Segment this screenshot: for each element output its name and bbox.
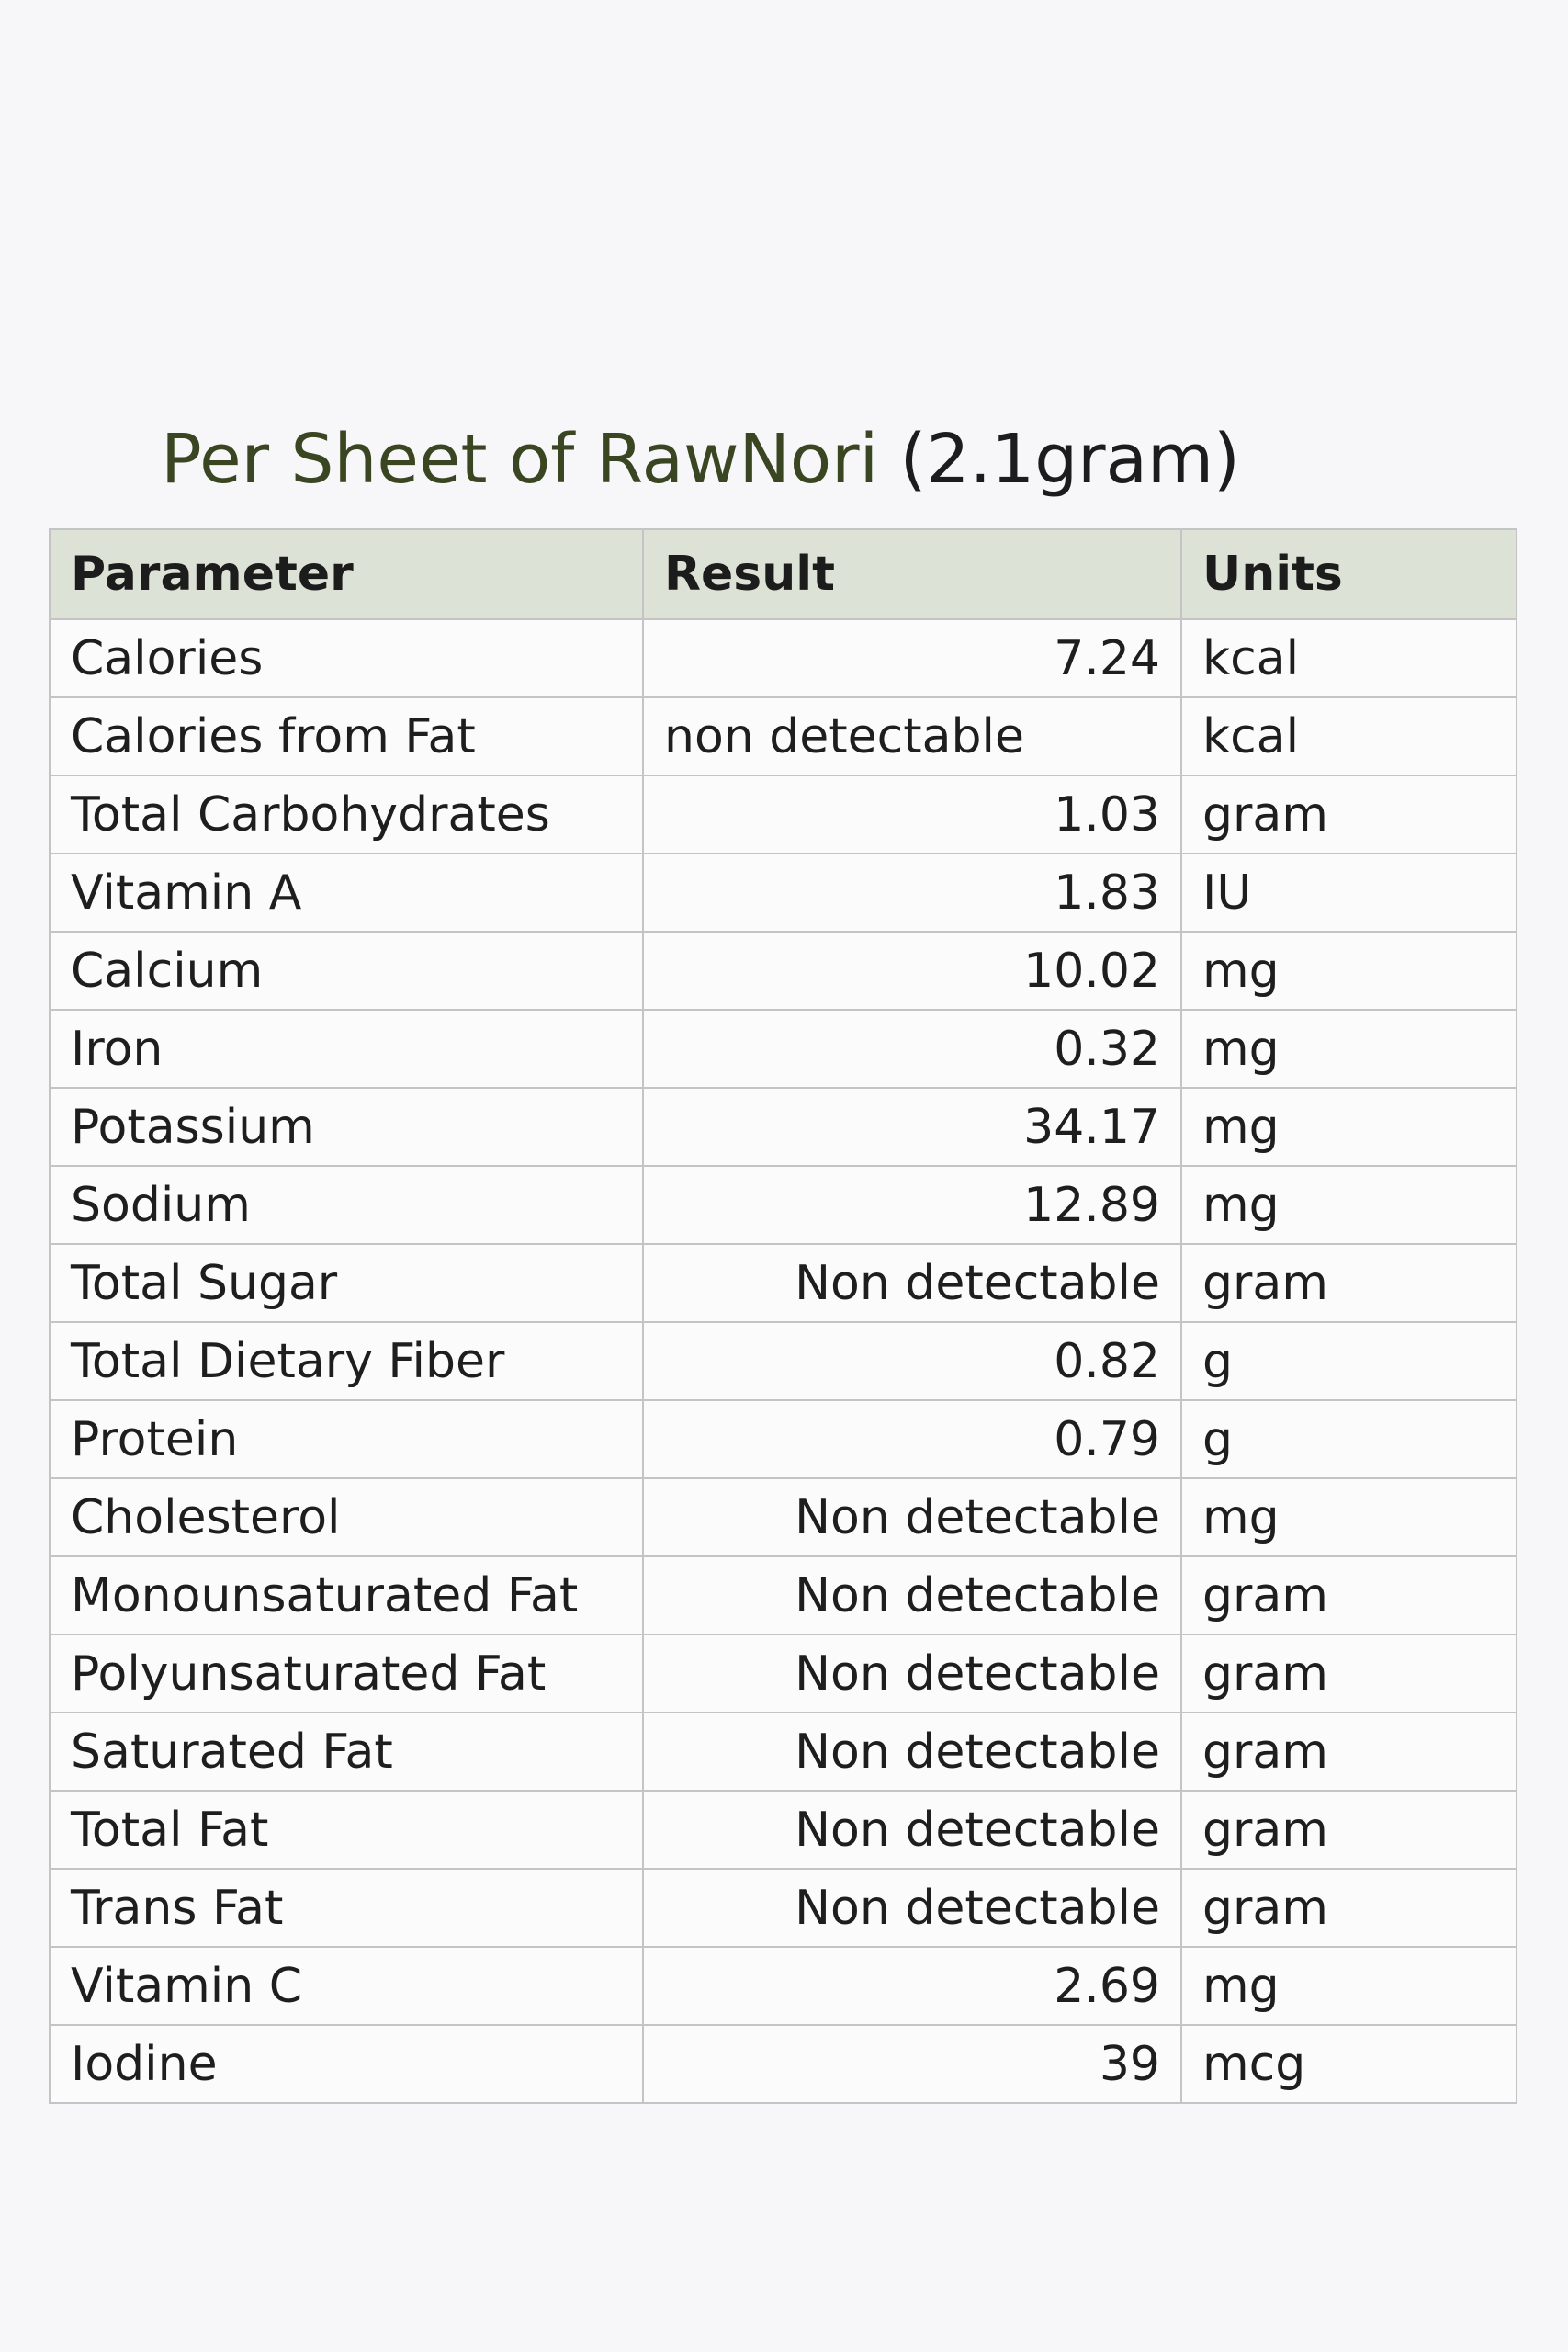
page-title: Per Sheet of RawNori (2.1gram)	[0, 404, 1401, 514]
result-cell: Non detectable	[642, 1477, 1182, 1557]
result-cell: Non detectable	[642, 1868, 1182, 1948]
units-cell: gram	[1180, 1712, 1517, 1792]
parameter-cell: Potassium	[49, 1087, 644, 1167]
table-row: Total Fat Non detectable gram	[49, 1790, 1517, 1870]
units-cell: gram	[1180, 1868, 1517, 1948]
table-row: Cholesterol Non detectable mg	[49, 1477, 1517, 1557]
parameter-cell: Vitamin C	[49, 1946, 644, 2026]
units-cell: mg	[1180, 1009, 1517, 1089]
table-row: Calcium 10.02 mg	[49, 931, 1517, 1011]
result-cell: 2.69	[642, 1946, 1182, 2026]
parameter-cell: Calcium	[49, 931, 644, 1011]
result-cell: 1.03	[642, 775, 1182, 854]
table-row: Calories from Fat non detectable kcal	[49, 696, 1517, 776]
table-row: Total Sugar Non detectable gram	[49, 1243, 1517, 1323]
table-row: Polyunsaturated Fat Non detectable gram	[49, 1634, 1517, 1713]
table-row: Monounsaturated Fat Non detectable gram	[49, 1555, 1517, 1635]
units-cell: mg	[1180, 931, 1517, 1011]
units-cell: IU	[1180, 853, 1517, 933]
units-cell: gram	[1180, 1634, 1517, 1713]
table-row: Total Carbohydrates 1.03 gram	[49, 775, 1517, 854]
parameter-cell: Iodine	[49, 2024, 644, 2104]
result-cell: 0.32	[642, 1009, 1182, 1089]
units-cell: mg	[1180, 1087, 1517, 1167]
units-cell: g	[1180, 1321, 1517, 1401]
units-cell: kcal	[1180, 618, 1517, 698]
result-cell: 7.24	[642, 618, 1182, 698]
parameter-cell: Monounsaturated Fat	[49, 1555, 644, 1635]
parameter-cell: Total Carbohydrates	[49, 775, 644, 854]
parameter-cell: Total Fat	[49, 1790, 644, 1870]
parameter-cell: Polyunsaturated Fat	[49, 1634, 644, 1713]
parameter-cell: Calories	[49, 618, 644, 698]
result-cell: Non detectable	[642, 1790, 1182, 1870]
title-main: Per Sheet of RawNori	[161, 420, 879, 499]
result-cell: 0.79	[642, 1399, 1182, 1479]
table-row: Vitamin C 2.69 mg	[49, 1946, 1517, 2026]
header-row: Parameter Result Units	[49, 528, 1517, 620]
result-cell: non detectable	[642, 696, 1182, 776]
result-cell: 0.82	[642, 1321, 1182, 1401]
table-row: Iron 0.32 mg	[49, 1009, 1517, 1089]
units-cell: mg	[1180, 1165, 1517, 1245]
units-cell: gram	[1180, 1243, 1517, 1323]
table-row: Total Dietary Fiber 0.82 g	[49, 1321, 1517, 1401]
table-row: Trans Fat Non detectable gram	[49, 1868, 1517, 1948]
header-result: Result	[642, 528, 1182, 620]
table-row: Protein 0.79 g	[49, 1399, 1517, 1479]
result-cell: Non detectable	[642, 1243, 1182, 1323]
result-cell: 1.83	[642, 853, 1182, 933]
parameter-cell: Iron	[49, 1009, 644, 1089]
table-row: Calories 7.24 kcal	[49, 618, 1517, 698]
result-cell: 39	[642, 2024, 1182, 2104]
table-header: Parameter Result Units	[49, 528, 1517, 620]
header-units: Units	[1180, 528, 1517, 620]
units-cell: mg	[1180, 1946, 1517, 2026]
parameter-cell: Total Dietary Fiber	[49, 1321, 644, 1401]
units-cell: gram	[1180, 775, 1517, 854]
result-cell: Non detectable	[642, 1712, 1182, 1792]
table-row: Sodium 12.89 mg	[49, 1165, 1517, 1245]
parameter-cell: Trans Fat	[49, 1868, 644, 1948]
header-parameter: Parameter	[49, 528, 644, 620]
parameter-cell: Protein	[49, 1399, 644, 1479]
parameter-cell: Vitamin A	[49, 853, 644, 933]
parameter-cell: Cholesterol	[49, 1477, 644, 1557]
title-serving-size: (2.1gram)	[899, 420, 1240, 499]
result-cell: 34.17	[642, 1087, 1182, 1167]
parameter-cell: Sodium	[49, 1165, 644, 1245]
table-row: Saturated Fat Non detectable gram	[49, 1712, 1517, 1792]
result-cell: Non detectable	[642, 1555, 1182, 1635]
units-cell: kcal	[1180, 696, 1517, 776]
nutrition-table: Parameter Result Units Calories 7.24 kca…	[49, 528, 1517, 2104]
table-row: Vitamin A 1.83 IU	[49, 853, 1517, 933]
units-cell: mcg	[1180, 2024, 1517, 2104]
table-row: Potassium 34.17 mg	[49, 1087, 1517, 1167]
result-cell: 10.02	[642, 931, 1182, 1011]
units-cell: gram	[1180, 1555, 1517, 1635]
result-cell: 12.89	[642, 1165, 1182, 1245]
units-cell: gram	[1180, 1790, 1517, 1870]
result-cell: Non detectable	[642, 1634, 1182, 1713]
units-cell: g	[1180, 1399, 1517, 1479]
table-row: Iodine 39 mcg	[49, 2024, 1517, 2104]
parameter-cell: Calories from Fat	[49, 696, 644, 776]
units-cell: mg	[1180, 1477, 1517, 1557]
table-body: Calories 7.24 kcal Calories from Fat non…	[49, 618, 1517, 2104]
parameter-cell: Total Sugar	[49, 1243, 644, 1323]
parameter-cell: Saturated Fat	[49, 1712, 644, 1792]
